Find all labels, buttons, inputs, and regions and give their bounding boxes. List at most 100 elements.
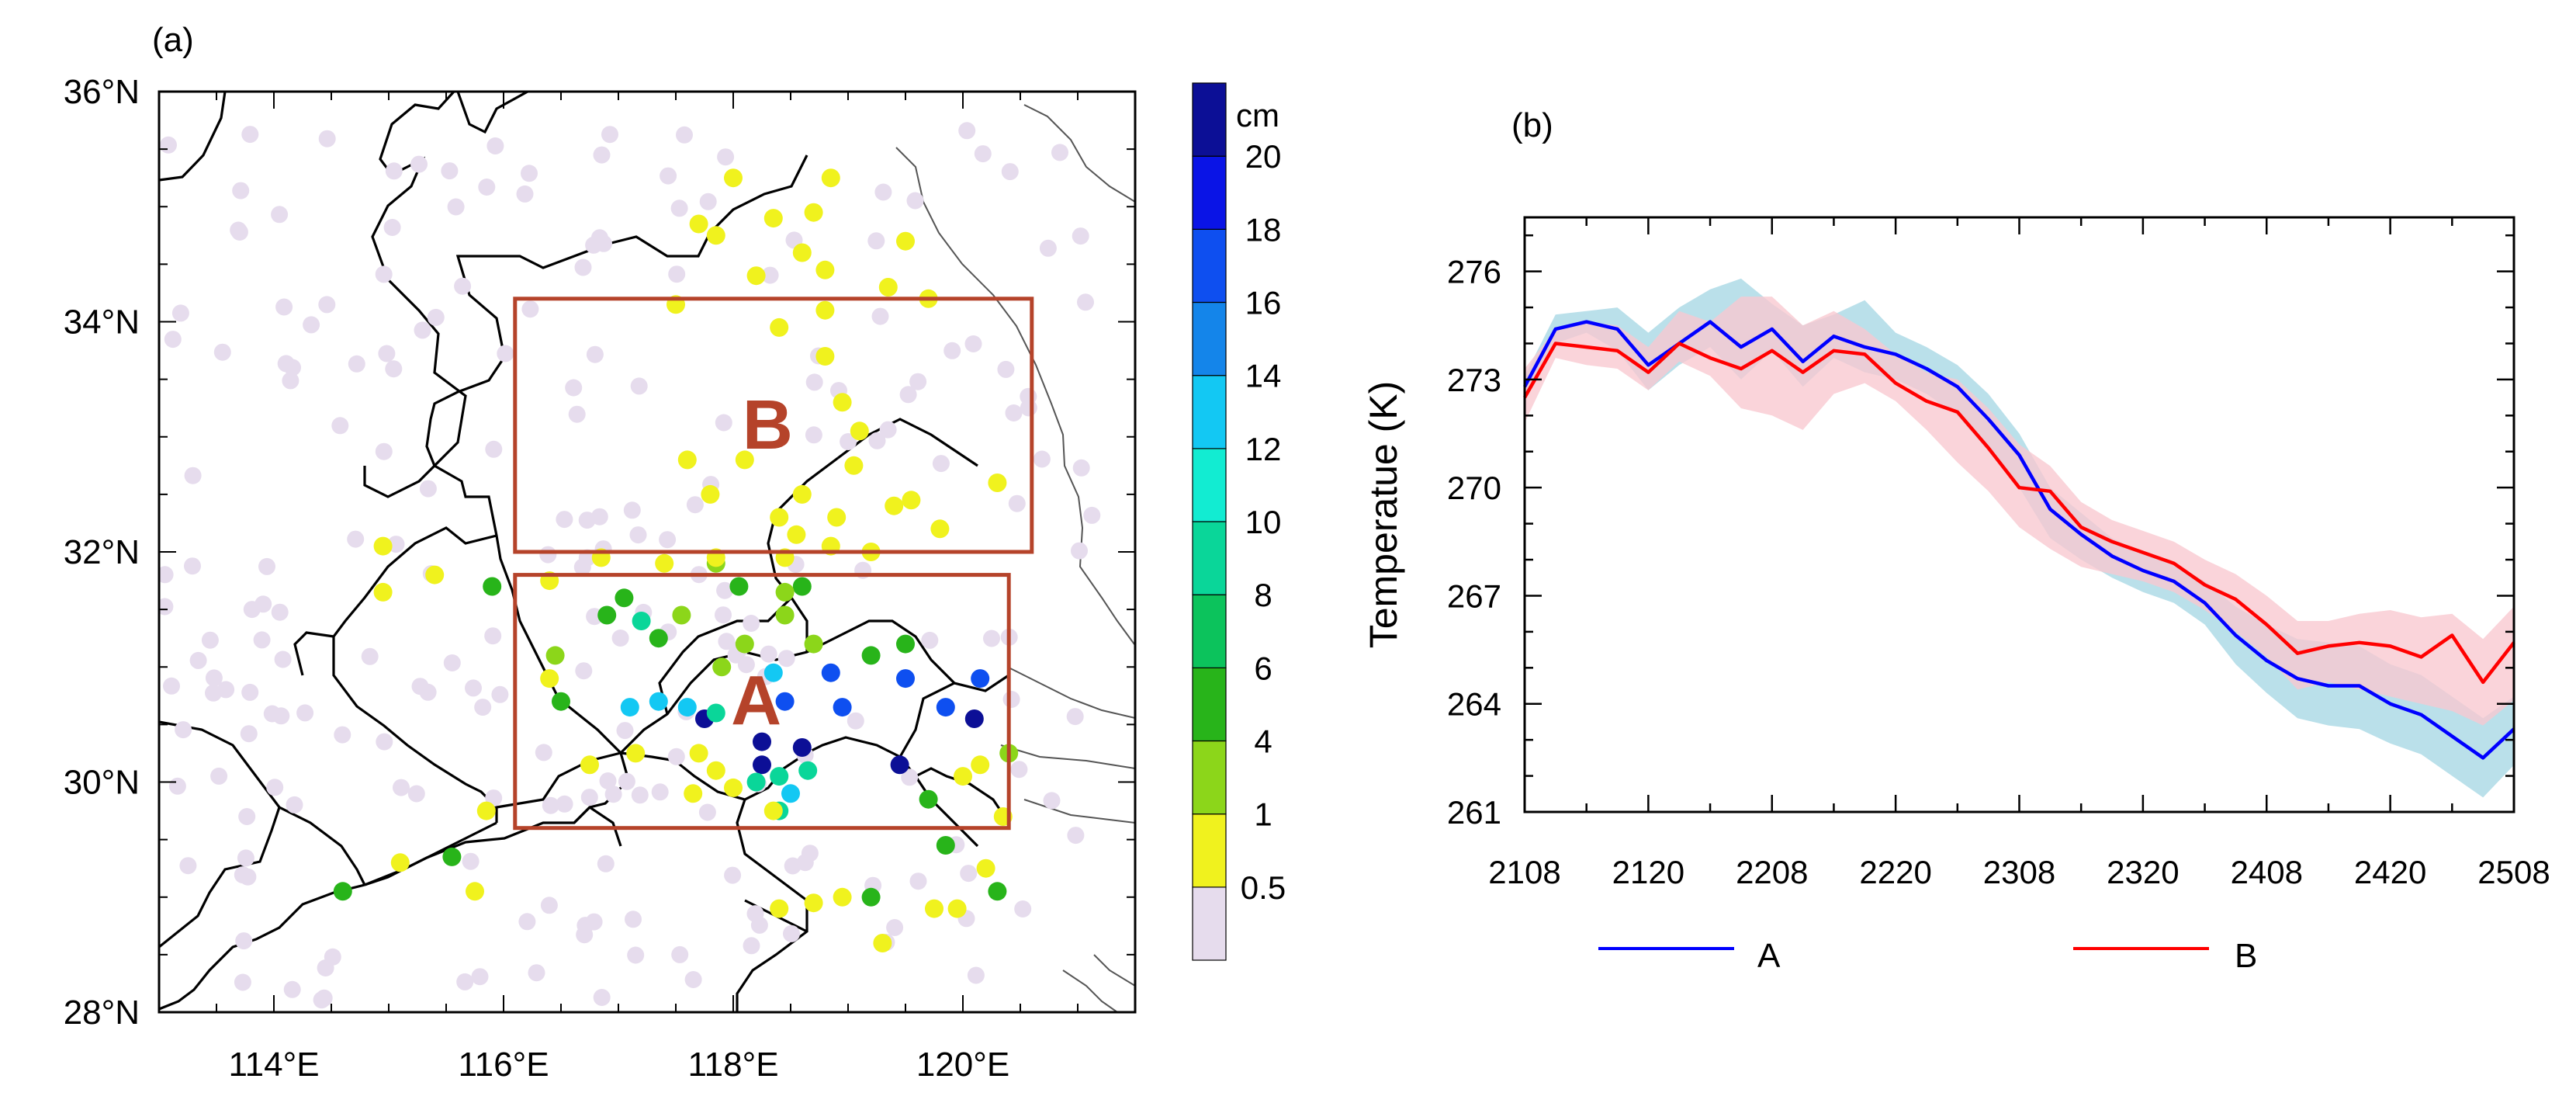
station-marker-trace (378, 345, 396, 362)
station-marker-trace (1083, 506, 1101, 524)
station-marker (896, 669, 915, 689)
station-marker-trace (205, 669, 223, 687)
region-label-b: B (743, 387, 793, 464)
station-marker (615, 588, 634, 608)
station-marker-trace (282, 372, 299, 390)
station-marker-trace (241, 126, 259, 144)
station-marker-trace (447, 198, 465, 216)
station-marker-trace (625, 911, 642, 928)
colorbar-tick-label: 1 (1254, 796, 1272, 833)
station-marker-trace (243, 601, 261, 619)
station-marker-trace (618, 772, 635, 790)
station-marker-trace (376, 733, 393, 751)
station-marker (425, 565, 445, 584)
station-marker-trace (518, 913, 536, 931)
station-marker-trace (1033, 450, 1051, 468)
station-marker-trace (283, 980, 301, 998)
station-marker-trace (1051, 144, 1068, 161)
station-marker-trace (175, 721, 192, 739)
station-marker-trace (684, 971, 702, 988)
station-marker-trace (230, 221, 248, 239)
station-marker (775, 605, 795, 625)
station-marker-trace (698, 803, 716, 821)
station-marker (442, 847, 462, 866)
station-marker-trace (909, 872, 927, 890)
station-marker-trace (159, 566, 174, 584)
station-marker-trace (599, 772, 617, 789)
x-tick-label: 2508 (2477, 854, 2550, 890)
station-marker (971, 669, 990, 689)
station-marker-trace (375, 442, 393, 460)
station-marker-trace (1039, 239, 1057, 257)
station-markers (159, 122, 1101, 1009)
station-marker (988, 473, 1007, 492)
station-marker-trace (516, 185, 534, 203)
station-marker (833, 887, 852, 907)
station-marker-trace (629, 526, 647, 544)
station-marker (792, 243, 812, 262)
panel-label-a: (a) (152, 21, 194, 59)
x-tick-label: 2208 (1736, 854, 1808, 890)
station-marker-trace (189, 651, 207, 669)
station-marker (746, 266, 766, 286)
station-marker-trace (743, 615, 760, 632)
station-marker-trace (901, 768, 919, 786)
station-marker-trace (275, 298, 293, 316)
station-marker (919, 789, 938, 809)
station-marker (775, 692, 795, 711)
station-marker-trace (164, 331, 182, 349)
station-marker-trace (660, 167, 677, 185)
station-marker (770, 767, 789, 786)
station-marker-trace (441, 162, 459, 180)
station-marker-trace (407, 785, 425, 803)
station-marker-trace (1020, 387, 1037, 405)
station-marker (971, 755, 990, 775)
y-tick-label: 261 (1447, 794, 1501, 831)
station-marker-trace (556, 795, 573, 813)
station-marker-trace (1072, 459, 1090, 477)
station-marker-trace (715, 606, 732, 624)
station-marker-trace (1043, 792, 1061, 810)
station-marker (988, 882, 1007, 901)
station-marker-trace (717, 148, 735, 166)
station-marker-trace (465, 679, 482, 697)
station-marker (649, 629, 668, 648)
station-marker-trace (909, 373, 927, 390)
station-marker-trace (540, 897, 558, 914)
station-marker (753, 755, 771, 775)
colorbar-tick-label: 6 (1254, 650, 1272, 686)
station-marker (878, 278, 898, 297)
colorbar-tick-label: 20 (1245, 138, 1282, 175)
colorbar-tick-label: 4 (1254, 723, 1272, 760)
station-marker (677, 698, 697, 717)
station-marker-trace (286, 796, 303, 813)
colorbar-box (1192, 375, 1227, 449)
station-marker-trace (486, 137, 504, 154)
station-marker-trace (296, 704, 314, 722)
station-marker-trace (623, 501, 641, 519)
station-marker-trace (667, 748, 685, 765)
station-marker (597, 605, 617, 625)
station-marker-trace (784, 857, 802, 875)
station-marker (850, 421, 869, 441)
station-marker-trace (958, 122, 976, 140)
station-marker-trace (879, 421, 897, 439)
station-marker-trace (601, 126, 618, 144)
colorbar-box (1192, 740, 1227, 815)
station-marker-trace (1001, 163, 1019, 181)
station-marker-trace (347, 530, 365, 548)
station-marker-trace (528, 964, 545, 982)
station-marker (861, 646, 881, 665)
station-marker (902, 491, 921, 510)
station-marker-trace (611, 630, 629, 647)
latitude-label: 30°N (64, 764, 140, 802)
series-line-b (1523, 342, 2515, 685)
map-latitude-labels: 28°N 30°N 32°N 34°N 36°N (64, 73, 140, 1032)
station-marker-trace (331, 417, 349, 435)
station-marker-trace (668, 265, 686, 283)
station-marker-trace (234, 973, 251, 991)
station-marker (483, 577, 502, 596)
station-marker-trace (746, 905, 764, 923)
